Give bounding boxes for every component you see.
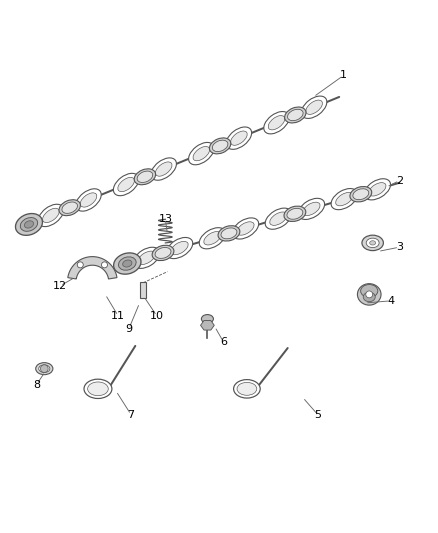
Text: 3: 3: [396, 242, 403, 252]
Text: 11: 11: [111, 311, 125, 321]
Ellipse shape: [287, 208, 303, 219]
Ellipse shape: [88, 382, 108, 395]
Ellipse shape: [218, 225, 240, 241]
Ellipse shape: [298, 198, 325, 220]
Ellipse shape: [231, 131, 247, 146]
Ellipse shape: [123, 260, 132, 267]
Ellipse shape: [137, 171, 153, 182]
Ellipse shape: [113, 173, 139, 196]
Ellipse shape: [151, 158, 177, 180]
Ellipse shape: [189, 142, 214, 165]
Ellipse shape: [336, 192, 353, 206]
Ellipse shape: [237, 382, 257, 395]
Ellipse shape: [118, 177, 134, 192]
Ellipse shape: [331, 189, 357, 209]
Ellipse shape: [363, 292, 375, 302]
Ellipse shape: [209, 138, 231, 154]
Ellipse shape: [42, 208, 59, 223]
Ellipse shape: [232, 218, 259, 239]
Ellipse shape: [212, 140, 228, 151]
Ellipse shape: [152, 245, 174, 261]
Ellipse shape: [62, 202, 78, 213]
Ellipse shape: [20, 217, 38, 231]
Text: 6: 6: [220, 337, 227, 346]
Text: 7: 7: [127, 409, 134, 419]
Ellipse shape: [370, 241, 376, 245]
Ellipse shape: [270, 212, 287, 225]
Text: 9: 9: [125, 324, 132, 334]
Ellipse shape: [360, 285, 378, 297]
Ellipse shape: [193, 147, 210, 161]
Ellipse shape: [133, 247, 160, 269]
Ellipse shape: [362, 235, 383, 251]
Ellipse shape: [138, 251, 155, 264]
FancyBboxPatch shape: [140, 282, 146, 298]
Ellipse shape: [36, 362, 53, 375]
Text: 13: 13: [159, 214, 172, 224]
Ellipse shape: [353, 189, 369, 200]
Ellipse shape: [80, 193, 97, 207]
Circle shape: [366, 291, 373, 298]
Ellipse shape: [59, 200, 81, 216]
Text: 10: 10: [150, 311, 164, 321]
Ellipse shape: [199, 228, 226, 249]
Ellipse shape: [350, 187, 372, 202]
Ellipse shape: [84, 379, 112, 399]
Ellipse shape: [15, 214, 42, 236]
Ellipse shape: [306, 100, 322, 115]
Ellipse shape: [204, 231, 221, 245]
Ellipse shape: [221, 228, 237, 239]
Polygon shape: [68, 256, 117, 279]
Circle shape: [77, 262, 83, 268]
Text: 8: 8: [33, 379, 40, 390]
Ellipse shape: [171, 241, 188, 255]
Circle shape: [102, 262, 107, 268]
Ellipse shape: [287, 109, 303, 120]
Ellipse shape: [369, 183, 386, 196]
Ellipse shape: [303, 202, 320, 215]
Ellipse shape: [357, 284, 381, 305]
Ellipse shape: [201, 314, 213, 323]
Ellipse shape: [155, 162, 172, 176]
Ellipse shape: [134, 169, 155, 185]
Ellipse shape: [284, 206, 306, 222]
Polygon shape: [201, 320, 214, 330]
Ellipse shape: [285, 107, 306, 123]
Text: 12: 12: [53, 281, 67, 291]
Ellipse shape: [233, 379, 260, 398]
Text: 1: 1: [340, 70, 347, 80]
Ellipse shape: [119, 257, 136, 270]
Ellipse shape: [155, 247, 171, 259]
Ellipse shape: [76, 189, 101, 211]
Ellipse shape: [237, 222, 254, 235]
Ellipse shape: [268, 116, 285, 130]
Ellipse shape: [113, 253, 141, 274]
Ellipse shape: [226, 127, 252, 149]
Ellipse shape: [25, 221, 34, 228]
Ellipse shape: [301, 96, 327, 118]
Ellipse shape: [265, 208, 292, 229]
Ellipse shape: [166, 238, 193, 259]
Text: 2: 2: [396, 176, 403, 185]
Text: 4: 4: [387, 296, 394, 306]
Ellipse shape: [264, 111, 289, 134]
Ellipse shape: [39, 365, 50, 373]
Circle shape: [40, 365, 48, 373]
Text: 5: 5: [314, 409, 321, 419]
Ellipse shape: [364, 179, 391, 200]
Ellipse shape: [366, 238, 379, 248]
Ellipse shape: [38, 204, 64, 227]
